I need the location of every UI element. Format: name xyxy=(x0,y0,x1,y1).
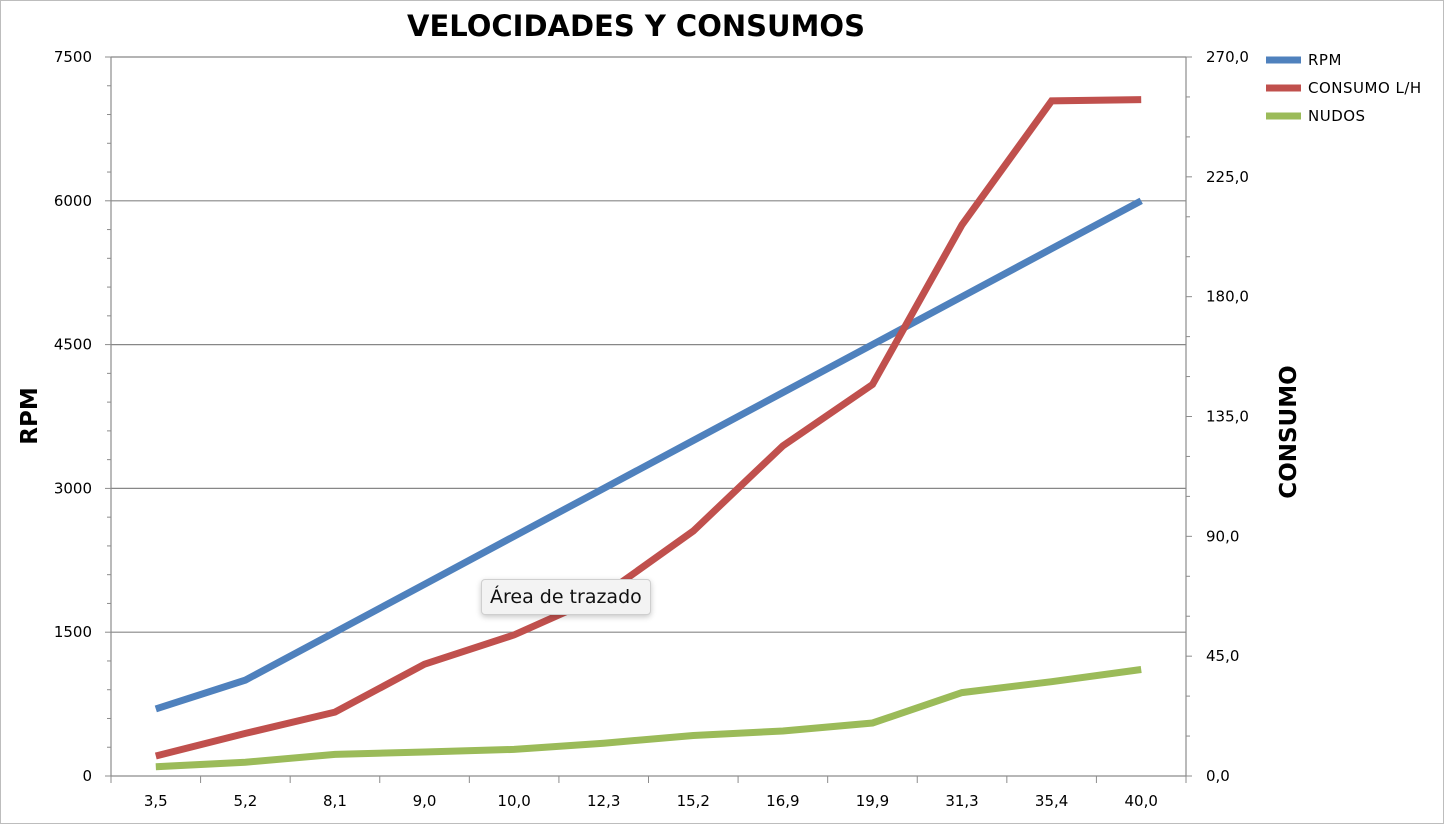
x-tick-label: 19,9 xyxy=(856,792,889,810)
y-tick-label: 7500 xyxy=(54,48,92,66)
y-tick-label: 1500 xyxy=(54,623,92,641)
x-tick-label: 3,5 xyxy=(144,792,168,810)
y2-tick-label: 225,0 xyxy=(1206,168,1249,186)
x-tick-label: 12,3 xyxy=(587,792,620,810)
x-tick-label: 40,0 xyxy=(1125,792,1158,810)
y-tick-label: 4500 xyxy=(54,336,92,354)
y2-tick-label: 90,0 xyxy=(1206,527,1239,545)
plot-area-tooltip: Área de trazado xyxy=(481,579,651,615)
y2-tick-label: 180,0 xyxy=(1206,288,1249,306)
x-tick-label: 9,0 xyxy=(413,792,437,810)
y2-tick-label: 45,0 xyxy=(1206,647,1239,665)
series-line-nudos xyxy=(155,666,1142,771)
y2-axis-title: CONSUMO xyxy=(1276,365,1302,498)
x-tick-label: 8,1 xyxy=(323,792,347,810)
legend-label-consumo-l-h: CONSUMO L/H xyxy=(1308,79,1422,97)
y-tick-label: 0 xyxy=(82,767,92,785)
y2-tick-label: 135,0 xyxy=(1206,408,1249,426)
y-tick-label: 3000 xyxy=(54,479,92,497)
x-tick-label: 15,2 xyxy=(677,792,710,810)
y2-tick-label: 0,0 xyxy=(1206,767,1230,785)
x-tick-label: 5,2 xyxy=(233,792,257,810)
y-tick-label: 6000 xyxy=(54,192,92,210)
x-tick-label: 31,3 xyxy=(945,792,978,810)
x-tick-label: 35,4 xyxy=(1035,792,1068,810)
y-axis-title: RPM xyxy=(17,387,43,444)
legend-label-rpm: RPM xyxy=(1308,51,1342,69)
chart-title: VELOCIDADES Y CONSUMOS xyxy=(407,9,865,43)
series-line-rpm xyxy=(154,197,1143,713)
x-tick-label: 16,9 xyxy=(766,792,799,810)
x-tick-label: 10,0 xyxy=(497,792,530,810)
series-line-consumo-l-h xyxy=(154,96,1142,760)
y2-tick-label: 270,0 xyxy=(1206,48,1249,66)
legend-label-nudos: NUDOS xyxy=(1308,107,1366,125)
